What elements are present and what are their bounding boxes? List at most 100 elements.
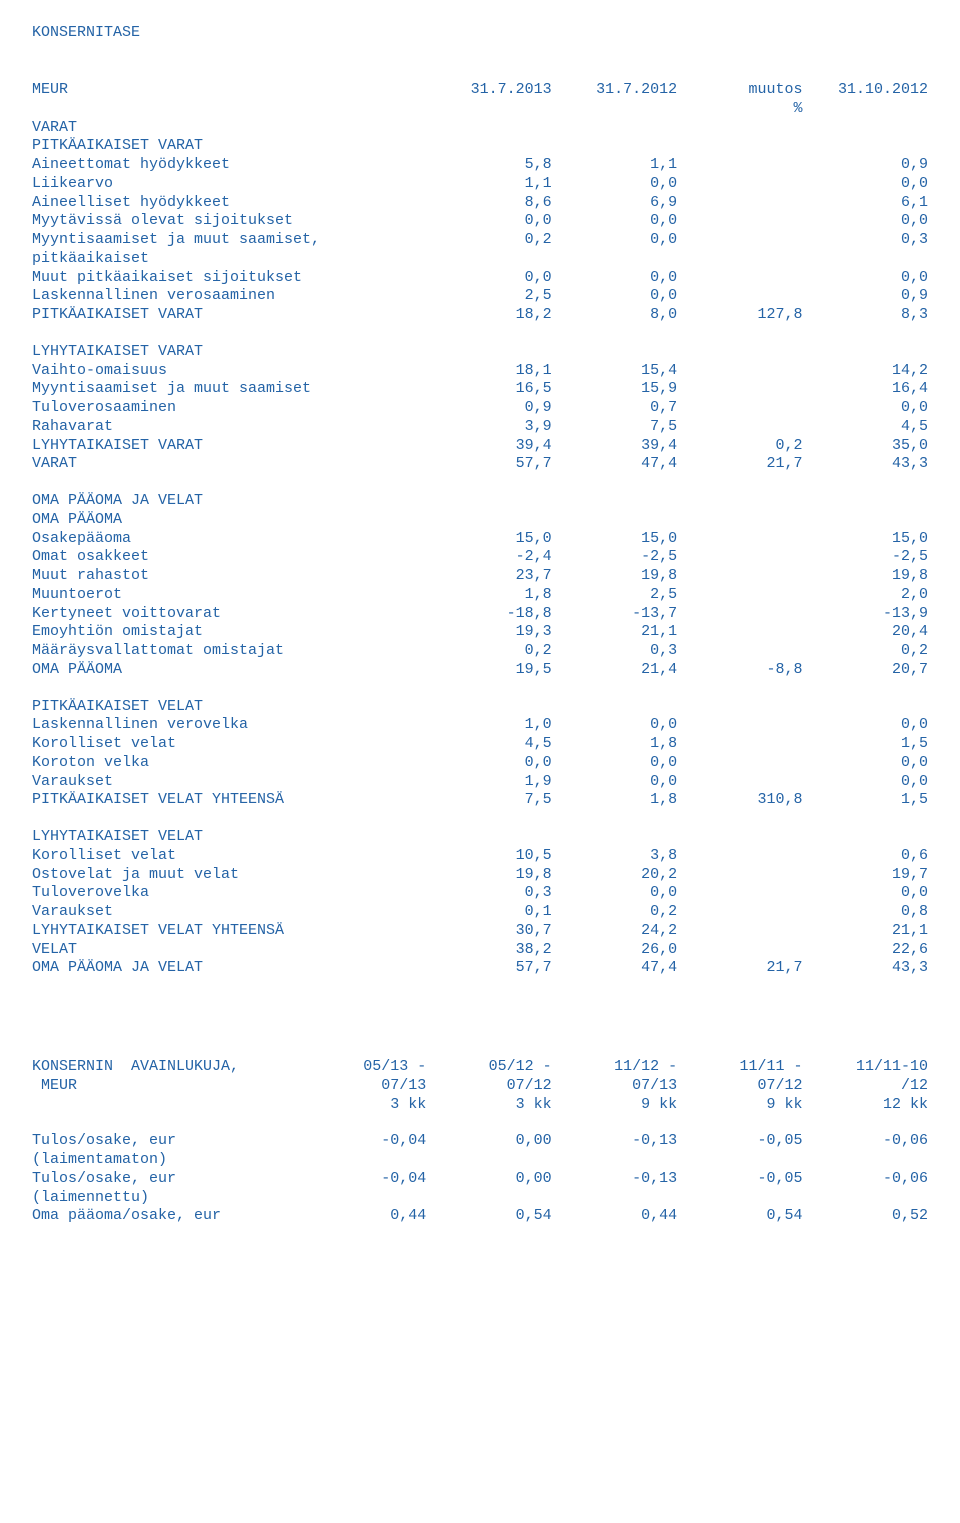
- table-cell: 5,8: [426, 156, 551, 175]
- table-cell: [803, 1151, 928, 1170]
- table-cell: 11/12 -: [552, 1058, 677, 1077]
- table-cell: Laskennallinen verovelka: [32, 716, 426, 735]
- table-cell: [677, 156, 802, 175]
- table-cell: [552, 698, 677, 717]
- table-cell: 0,44: [301, 1207, 426, 1226]
- table-cell: 1,8: [426, 586, 551, 605]
- table-cell: 11/11-10: [803, 1058, 928, 1077]
- table-cell: [677, 642, 802, 661]
- table-cell: 0,3: [803, 231, 928, 250]
- table-cell: [677, 175, 802, 194]
- table-cell: 0,00: [426, 1170, 551, 1189]
- table-cell: %: [677, 100, 802, 119]
- table-cell: 0,0: [426, 212, 551, 231]
- table-cell: Laskennallinen verosaaminen: [32, 287, 426, 306]
- table-cell: Korolliset velat: [32, 735, 426, 754]
- table-cell: -0,13: [552, 1132, 677, 1151]
- table-cell: MEUR: [32, 81, 426, 100]
- table-cell: [803, 119, 928, 138]
- table-cell: 0,0: [552, 884, 677, 903]
- table-cell: 0,3: [426, 884, 551, 903]
- table-cell: Tulos/osake, eur: [32, 1132, 301, 1151]
- table-cell: Oma pääoma/osake, eur: [32, 1207, 301, 1226]
- table-cell: LYHYTAIKAISET VARAT: [32, 343, 426, 362]
- table-cell: [677, 287, 802, 306]
- table-cell: Omat osakkeet: [32, 548, 426, 567]
- table-cell: 0,0: [803, 716, 928, 735]
- table-cell: LYHYTAIKAISET VELAT: [32, 828, 426, 847]
- table-cell: -2,4: [426, 548, 551, 567]
- table-cell: PITKÄAIKAISET VARAT: [32, 137, 426, 156]
- table-cell: [677, 250, 802, 269]
- table-cell: 19,5: [426, 661, 551, 680]
- table-cell: 0,0: [552, 231, 677, 250]
- table-cell: [677, 586, 802, 605]
- table-cell: [552, 1189, 677, 1208]
- table-cell: 0,7: [552, 399, 677, 418]
- table-cell: OMA PÄÄOMA JA VELAT: [32, 492, 426, 511]
- table-cell: Varaukset: [32, 773, 426, 792]
- table-cell: [677, 548, 802, 567]
- table-cell: [677, 492, 802, 511]
- table-cell: Muuntoerot: [32, 586, 426, 605]
- table-cell: -0,13: [552, 1170, 677, 1189]
- table-cell: [426, 1151, 551, 1170]
- table-cell: 16,5: [426, 380, 551, 399]
- table-cell: 0,6: [803, 847, 928, 866]
- table-cell: [677, 362, 802, 381]
- table-cell: 23,7: [426, 567, 551, 586]
- table-cell: 10,5: [426, 847, 551, 866]
- table-cell: 22,6: [803, 941, 928, 960]
- table-cell: 26,0: [552, 941, 677, 960]
- table-cell: -0,05: [677, 1170, 802, 1189]
- table-cell: [677, 212, 802, 231]
- table-cell: [677, 418, 802, 437]
- table-cell: Ostovelat ja muut velat: [32, 866, 426, 885]
- table-cell: 0,0: [803, 212, 928, 231]
- table-cell: OMA PÄÄOMA: [32, 661, 426, 680]
- table-cell: [677, 530, 802, 549]
- table-cell: [426, 511, 551, 530]
- table-cell: 0,0: [552, 754, 677, 773]
- table-cell: 3 kk: [426, 1096, 551, 1115]
- table-cell: 24,2: [552, 922, 677, 941]
- table-cell: 1,8: [552, 735, 677, 754]
- table-cell: 0,1: [426, 903, 551, 922]
- table-cell: (laimennettu): [32, 1189, 301, 1208]
- table-cell: [301, 1189, 426, 1208]
- table-cell: [803, 492, 928, 511]
- table-cell: 0,2: [803, 642, 928, 661]
- table-cell: 21,7: [677, 455, 802, 474]
- table-cell: 1,0: [426, 716, 551, 735]
- table-cell: 15,4: [552, 362, 677, 381]
- table-cell: 05/13 -: [301, 1058, 426, 1077]
- table-cell: 1,1: [426, 175, 551, 194]
- table-cell: Myyntisaamiset ja muut saamiset: [32, 380, 426, 399]
- table-cell: 0,3: [552, 642, 677, 661]
- table-cell: LYHYTAIKAISET VELAT YHTEENSÄ: [32, 922, 426, 941]
- table-cell: Myyntisaamiset ja muut saamiset,: [32, 231, 426, 250]
- table-cell: [803, 698, 928, 717]
- table-cell: 15,0: [426, 530, 551, 549]
- table-cell: 15,0: [803, 530, 928, 549]
- table-cell: [552, 1151, 677, 1170]
- table-cell: [677, 231, 802, 250]
- table-cell: 20,2: [552, 866, 677, 885]
- table-cell: 9 kk: [552, 1096, 677, 1115]
- table-cell: [426, 119, 551, 138]
- table-cell: 0,0: [803, 175, 928, 194]
- table-cell: Myytävissä olevat sijoitukset: [32, 212, 426, 231]
- table-cell: 4,5: [426, 735, 551, 754]
- table-cell: 0,0: [803, 269, 928, 288]
- table-cell: [803, 511, 928, 530]
- table-cell: 43,3: [803, 959, 928, 978]
- table-cell: 18,1: [426, 362, 551, 381]
- table-cell: LYHYTAIKAISET VARAT: [32, 437, 426, 456]
- page-title: KONSERNITASE: [32, 24, 928, 41]
- table-cell: 2,5: [552, 586, 677, 605]
- table-cell: [677, 343, 802, 362]
- table-cell: [426, 698, 551, 717]
- table-cell: 1,1: [552, 156, 677, 175]
- table-cell: 05/12 -: [426, 1058, 551, 1077]
- table-cell: [803, 343, 928, 362]
